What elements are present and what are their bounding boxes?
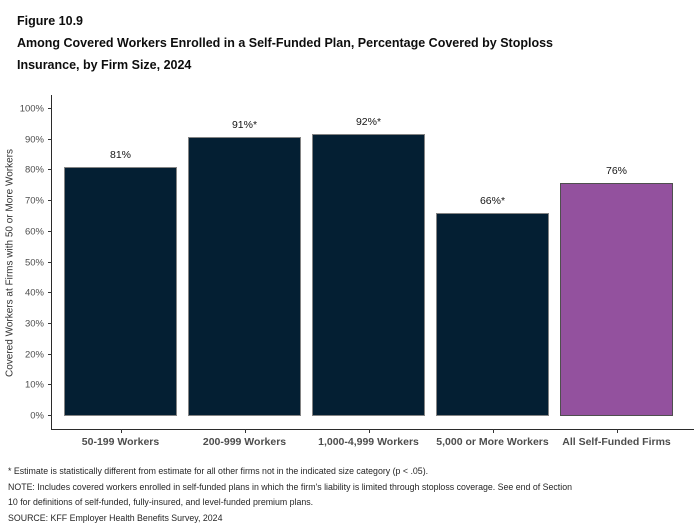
bar-value-label: 92%* — [356, 116, 381, 128]
x-tick-label: All Self-Funded Firms — [562, 436, 671, 448]
y-tick-label: 80% — [25, 165, 44, 176]
y-tick-mark — [48, 108, 52, 109]
bar-2 — [188, 137, 301, 416]
y-tick-label: 50% — [25, 257, 44, 268]
y-tick-mark — [48, 231, 52, 232]
y-tick-label: 60% — [25, 226, 44, 237]
y-tick-label: 30% — [25, 318, 44, 329]
y-tick-mark — [48, 384, 52, 385]
y-tick-label: 40% — [25, 288, 44, 299]
bar-4 — [436, 213, 549, 416]
figure-title-line-2: Insurance, by Firm Size, 2024 — [17, 54, 677, 76]
y-tick-mark — [48, 323, 52, 324]
y-tick-mark — [48, 262, 52, 263]
y-tick-label: 20% — [25, 349, 44, 360]
y-tick-label: 70% — [25, 196, 44, 207]
plot-area: 0%10%20%30%40%50%60%70%80%90%100%81%50-1… — [51, 95, 694, 430]
x-tick-mark — [121, 429, 122, 433]
footnotes: * Estimate is statistically different fr… — [8, 464, 694, 526]
bar-3 — [312, 134, 425, 416]
y-tick-label: 10% — [25, 380, 44, 391]
x-tick-label: 5,000 or More Workers — [436, 436, 548, 448]
y-axis-title: Covered Workers at Firms with 50 or More… — [3, 95, 17, 430]
y-tick-label: 90% — [25, 134, 44, 145]
y-tick-mark — [48, 139, 52, 140]
x-tick-mark — [617, 429, 618, 433]
footnote-asterisk: * Estimate is statistically different fr… — [8, 464, 694, 480]
y-tick-mark — [48, 415, 52, 416]
bar-1 — [64, 167, 177, 416]
bar-5 — [560, 183, 673, 416]
bar-value-label: 91%* — [232, 119, 257, 131]
x-tick-label: 200-999 Workers — [203, 436, 286, 448]
x-tick-mark — [493, 429, 494, 433]
y-tick-mark — [48, 292, 52, 293]
bar-value-label: 66%* — [480, 195, 505, 207]
y-tick-mark — [48, 169, 52, 170]
y-tick-label: 100% — [20, 104, 44, 115]
bar-value-label: 81% — [110, 149, 131, 161]
x-tick-mark — [245, 429, 246, 433]
figure-number: Figure 10.9 — [17, 10, 677, 32]
figure-header: Figure 10.9 Among Covered Workers Enroll… — [17, 10, 677, 76]
bar-value-label: 76% — [606, 165, 627, 177]
figure-title-line-1: Among Covered Workers Enrolled in a Self… — [17, 32, 677, 54]
y-tick-mark — [48, 354, 52, 355]
y-tick-label: 0% — [30, 411, 44, 422]
footnote-note-line-2: 10 for definitions of self-funded, fully… — [8, 495, 694, 511]
y-tick-mark — [48, 200, 52, 201]
x-tick-label: 1,000-4,999 Workers — [318, 436, 419, 448]
x-tick-mark — [369, 429, 370, 433]
x-tick-label: 50-199 Workers — [82, 436, 159, 448]
footnote-note-line-1: NOTE: Includes covered workers enrolled … — [8, 480, 694, 496]
footnote-source: SOURCE: KFF Employer Health Benefits Sur… — [8, 511, 694, 526]
